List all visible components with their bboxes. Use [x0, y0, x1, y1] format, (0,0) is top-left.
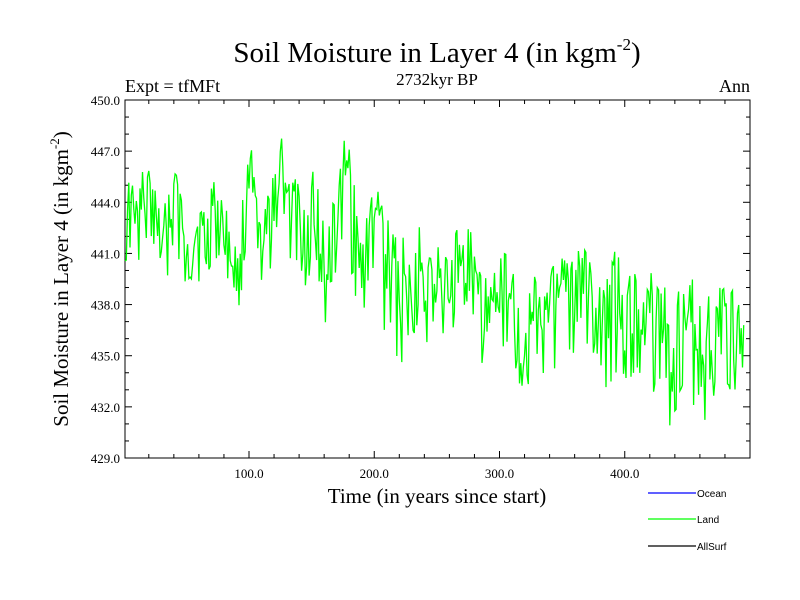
period-label: 2732kyr BP: [396, 70, 478, 89]
chart-title: Soil Moisture in Layer 4 (in kgm-2): [233, 35, 640, 69]
season-label: Ann: [719, 76, 750, 96]
legend-label: AllSurf: [697, 542, 727, 553]
x-tick-label: 100.0: [234, 466, 263, 481]
x-tick-label: 200.0: [360, 466, 389, 481]
y-tick-label: 435.0: [91, 349, 120, 364]
legend-label: Land: [697, 515, 719, 526]
x-tick-label: 400.0: [610, 466, 639, 481]
land-series-line: [124, 138, 745, 426]
series-layer: [124, 138, 745, 426]
plot-frame: [124, 99, 751, 459]
experiment-label: Expt = tfMFt: [125, 76, 220, 96]
x-tick-label: 300.0: [485, 466, 514, 481]
y-axis-label: Soil Moisture in Layer 4 (in kgm-2): [47, 131, 73, 426]
legend-label: Ocean: [697, 489, 726, 500]
y-tick-label: 450.0: [91, 93, 120, 108]
x-axis: 100.0 200.0 300.0 400.0: [148, 100, 726, 481]
y-tick-label: 429.0: [91, 451, 120, 466]
x-axis-label: Time (in years since start): [328, 484, 547, 508]
y-tick-label: 447.0: [91, 144, 120, 159]
y-tick-label: 444.0: [91, 195, 120, 210]
y-axis: 429.0 432.0 435.0 438.0 441.0 444.0 447.0 450.0: [91, 93, 750, 466]
legend: Ocean Land AllSurf: [648, 489, 727, 553]
y-tick-label: 441.0: [91, 246, 120, 261]
y-tick-label: 438.0: [91, 298, 120, 313]
y-tick-label: 432.0: [91, 400, 120, 415]
